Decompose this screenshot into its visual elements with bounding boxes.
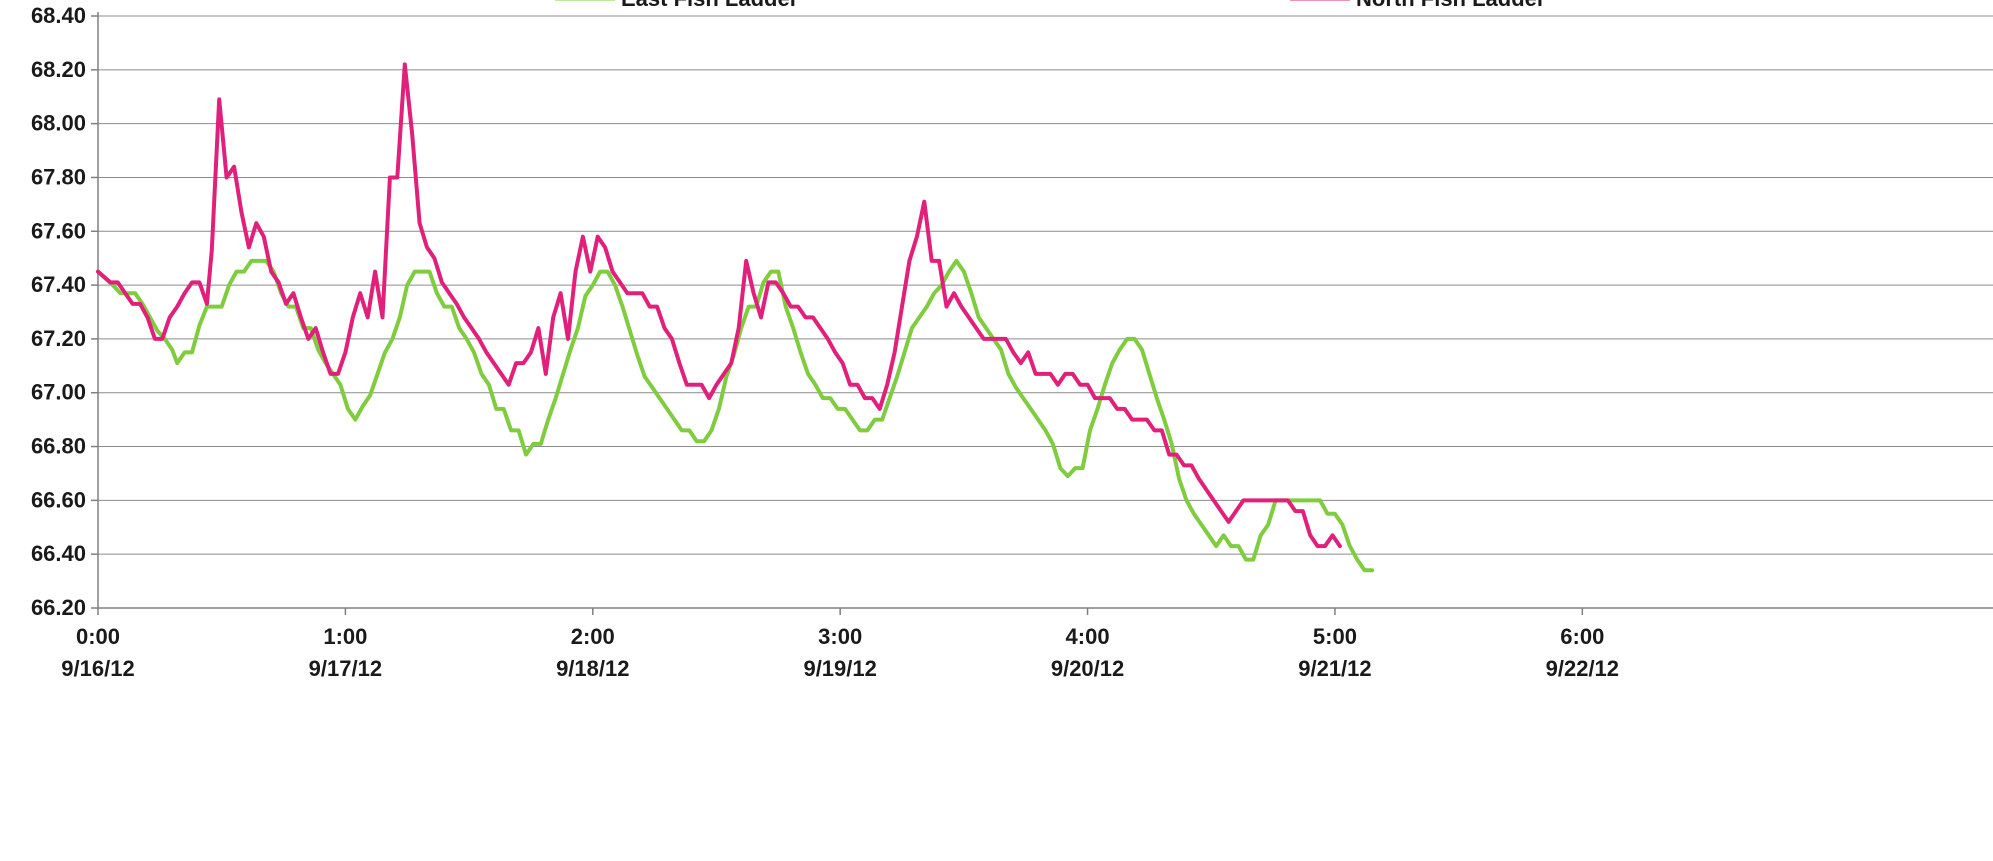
x-tick-date-label: 9/20/12	[1051, 656, 1124, 681]
legend: East Fish Ladder North Fish Ladder	[555, 0, 1546, 11]
x-tick-time-label: 4:00	[1066, 624, 1110, 649]
y-tick-label: 66.40	[31, 541, 86, 566]
y-tick-label: 68.20	[31, 57, 86, 82]
gridlines	[91, 15, 1993, 609]
x-tick-date-label: 9/18/12	[556, 656, 629, 681]
x-tick-date-label: 9/21/12	[1298, 656, 1371, 681]
x-tick-time-label: 1:00	[323, 624, 367, 649]
y-tick-label: 67.60	[31, 218, 86, 243]
x-tick-time-label: 0:00	[76, 624, 120, 649]
x-tick-time-label: 3:00	[818, 624, 862, 649]
series-lines	[96, 62, 1375, 573]
y-tick-label: 67.80	[31, 164, 86, 189]
x-tick-time-label: 5:00	[1313, 624, 1357, 649]
x-tick-time-label: 2:00	[571, 624, 615, 649]
y-tick-label: 68.40	[31, 3, 86, 28]
x-tick-time-label: 6:00	[1560, 624, 1604, 649]
legend-label-north-fish-ladder: North Fish Ladder	[1356, 0, 1546, 11]
x-tick-date-label: 9/16/12	[61, 656, 134, 681]
y-tick-label: 67.40	[31, 272, 86, 297]
legend-label-east-fish-ladder: East Fish Ladder	[621, 0, 799, 11]
y-tick-label: 66.20	[31, 595, 86, 620]
x-axis-tick-labels: 0:00 9/16/12 1:00 9/17/12 2:00 9/18/12 3:00 9/1…	[61, 608, 1619, 681]
x-tick-date-label: 9/22/12	[1546, 656, 1619, 681]
y-axis-tick-labels: 66.20 66.40 66.60 66.80 67.00 67.20 67.40 67.60…	[31, 3, 86, 620]
y-tick-label: 67.20	[31, 326, 86, 351]
y-tick-label: 68.00	[31, 111, 86, 136]
y-tick-label: 66.60	[31, 487, 86, 512]
series-line-north-fish-ladder	[96, 62, 1342, 549]
y-tick-label: 67.00	[31, 380, 86, 405]
y-tick-label: 66.80	[31, 434, 86, 459]
x-tick-date-label: 9/17/12	[309, 656, 382, 681]
x-tick-date-label: 9/19/12	[803, 656, 876, 681]
